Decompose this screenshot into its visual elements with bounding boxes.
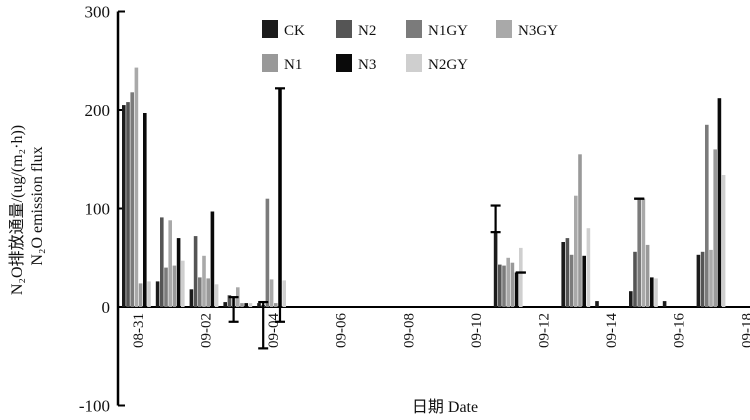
bar-n2: [126, 102, 130, 307]
legend-swatch-n1: [262, 54, 278, 72]
x-tick-label: 09-10: [469, 313, 485, 348]
bar-ck: [629, 291, 633, 307]
bar-n2: [700, 251, 705, 307]
legend-swatch-n3: [336, 54, 352, 72]
bar-n2: [565, 238, 570, 307]
x-tick-label: 09-08: [401, 313, 417, 348]
bar-n1: [274, 303, 278, 307]
legend-swatch-n2gy: [406, 54, 422, 72]
x-tick-label: 09-02: [199, 313, 215, 348]
bar-n1: [510, 262, 515, 307]
bar-n1gy: [164, 267, 168, 307]
bar-series-group: [122, 67, 726, 308]
y-axis-title-chinese: N₂O排放通量/(ug/(m₂·h)): [8, 125, 26, 295]
bar-n2gy: [519, 247, 523, 307]
bar-n3: [717, 98, 722, 307]
bar-n1gy: [637, 198, 641, 307]
bar-n3gy: [134, 67, 139, 307]
bar-n2: [498, 264, 502, 307]
bar-ck: [189, 289, 194, 307]
x-tick-label: 09-12: [537, 313, 553, 348]
bar-n3gy: [269, 279, 274, 307]
bar-n1: [578, 154, 582, 307]
bar-ck: [122, 105, 126, 307]
bar-n1: [206, 278, 210, 307]
bar-ck: [595, 301, 599, 307]
legend: CK N2 N1GY N3GY N1 N3 N2GY: [262, 20, 558, 73]
bar-n3: [244, 303, 248, 307]
error-bar-group: [228, 87, 645, 350]
bar-ck: [662, 301, 667, 307]
bar-n3: [210, 211, 215, 307]
legend-label-n1: N1: [284, 57, 302, 73]
bar-n2gy: [214, 284, 219, 307]
bar-n2gy: [654, 278, 658, 307]
bar-n2gy: [721, 175, 726, 307]
x-axis-title: 日期 Date: [412, 398, 478, 416]
bar-n3: [514, 272, 519, 307]
bar-n2gy: [181, 260, 185, 307]
bar-n3: [650, 277, 654, 307]
bar-n2gy: [147, 281, 151, 307]
bar-n1: [240, 303, 244, 307]
bar-n2: [160, 217, 164, 307]
legend-swatch-n1gy: [406, 20, 422, 38]
bar-ck: [493, 232, 498, 307]
bar-n2gy: [586, 228, 591, 307]
x-tick-label: 09-16: [672, 313, 688, 348]
bar-n1gy: [265, 198, 270, 307]
legend-label-ck: CK: [284, 23, 305, 39]
bar-n2: [193, 236, 198, 307]
bar-ck: [155, 281, 160, 307]
bar-n3gy: [202, 255, 206, 307]
legend-swatch-ck: [262, 20, 278, 38]
legend-swatch-n2: [336, 20, 352, 38]
y-tick-label: -100: [79, 397, 110, 416]
bar-n3gy: [168, 220, 172, 307]
bar-n1gy: [130, 92, 134, 307]
bar-n3gy: [574, 195, 578, 307]
bar-ck: [257, 303, 261, 307]
bar-ck: [696, 254, 701, 307]
bar-n1: [138, 283, 143, 307]
x-tick-label: 08-31: [131, 313, 147, 348]
bar-n3gy: [506, 257, 510, 308]
y-tick-label: 200: [85, 101, 111, 120]
bar-n1gy: [198, 277, 202, 307]
legend-label-n2gy: N2GY: [428, 57, 468, 73]
x-tick-label: 09-14: [604, 313, 620, 348]
bar-n2: [227, 295, 232, 307]
bar-n3: [143, 113, 147, 307]
y-tick-label: 300: [85, 3, 111, 22]
legend-swatch-n3gy: [496, 20, 512, 38]
legend-label-n3: N3: [358, 57, 376, 73]
bar-ck: [223, 302, 227, 307]
bar-ck: [561, 242, 565, 307]
bar-n1gy: [705, 124, 709, 307]
bar-n1gy: [502, 265, 506, 307]
legend-label-n2: N2: [358, 23, 376, 39]
y-tick-label: 100: [85, 200, 111, 219]
bar-n3: [176, 238, 181, 307]
y-axis-title-english: N₂O emission flux: [29, 146, 46, 265]
bar-n3gy: [641, 198, 646, 307]
bar-n1gy: [569, 254, 574, 307]
bar-n1: [713, 149, 717, 307]
x-axis: 08-31 09-02 09-04 09-06 09-08 09-10 09-12 09-14…: [118, 306, 750, 348]
legend-label-n3gy: N3GY: [518, 23, 558, 39]
legend-label-n1gy: N1GY: [428, 23, 468, 39]
y-axis: -100 0 100 200 300: [79, 3, 125, 416]
bar-n2: [633, 251, 637, 307]
bar-n1: [172, 265, 177, 307]
bar-n2gy: [248, 303, 253, 307]
y-tick-label: 0: [102, 298, 111, 317]
bar-n3: [582, 255, 586, 307]
bar-n1: [645, 244, 650, 307]
bar-n2gy: [282, 280, 286, 307]
x-tick-label: 09-06: [334, 313, 350, 348]
bar-n3gy: [709, 249, 713, 307]
x-tick-label: 09-18: [739, 313, 750, 348]
